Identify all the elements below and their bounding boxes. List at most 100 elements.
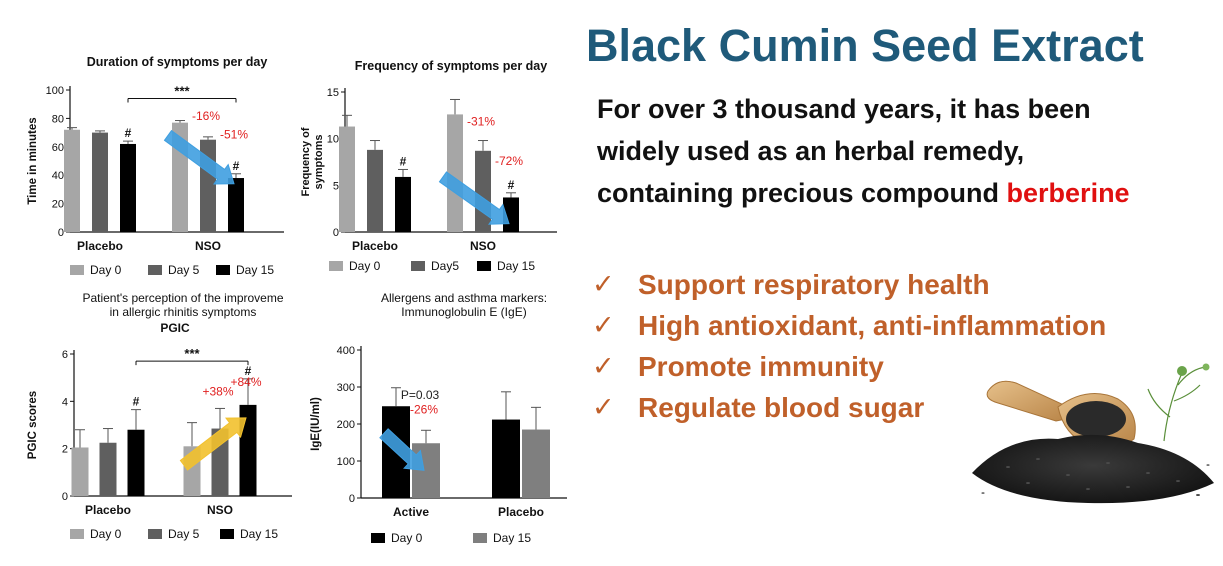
benefit-list: ✓ Support respiratory health ✓ High anti… bbox=[592, 264, 1106, 428]
check-icon: ✓ bbox=[592, 392, 615, 423]
bar bbox=[92, 132, 108, 232]
legend-swatch bbox=[148, 265, 162, 275]
significance-stars: *** bbox=[174, 84, 190, 99]
bar bbox=[120, 143, 136, 232]
chart-title: Duration of symptoms per day bbox=[87, 55, 268, 69]
y-tick-label: 40 bbox=[52, 170, 64, 182]
bar bbox=[127, 429, 145, 496]
legend-label: Day 15 bbox=[240, 527, 278, 541]
chart-title: Allergens and asthma markers: bbox=[381, 291, 547, 305]
y-tick-label: 80 bbox=[52, 113, 64, 125]
bar bbox=[492, 419, 520, 498]
chart-pgic: Patient's perception of the improvemein … bbox=[27, 291, 292, 541]
y-tick-label: 100 bbox=[46, 85, 64, 97]
trend-arrow bbox=[163, 129, 235, 185]
x-tick-label: Placebo bbox=[85, 503, 131, 517]
chart-panel-ige: Allergens and asthma markers: Immunoglobu… bbox=[305, 288, 575, 550]
legend-label: Day 15 bbox=[493, 531, 531, 545]
legend-label: Day 0 bbox=[391, 531, 423, 545]
significance-marker: # bbox=[233, 159, 240, 173]
bar bbox=[99, 442, 117, 496]
change-annotation: -16% bbox=[192, 109, 220, 123]
check-icon: ✓ bbox=[592, 351, 615, 382]
y-tick-label: 60 bbox=[52, 142, 64, 154]
chart-subtitle: PGIC bbox=[160, 321, 190, 335]
chart-duration: Duration of symptoms per day 0 20 40 60 80 100… bbox=[27, 55, 284, 277]
benefit-item: ✓ Regulate blood sugar bbox=[592, 387, 1106, 428]
y-tick-label: 100 bbox=[337, 456, 355, 468]
y-tick-label: 300 bbox=[337, 382, 355, 394]
legend-swatch bbox=[220, 529, 234, 539]
change-annotation: -72% bbox=[495, 154, 523, 168]
benefit-label: Regulate blood sugar bbox=[638, 391, 925, 423]
y-tick-label: 2 bbox=[62, 444, 68, 456]
benefit-item: ✓ Promote immunity bbox=[592, 346, 1106, 387]
legend-swatch bbox=[148, 529, 162, 539]
check-icon: ✓ bbox=[592, 310, 615, 341]
y-tick-label: 10 bbox=[327, 134, 339, 146]
chart-frequency: Frequency of symptoms per day 0 5 10 15 Frequ… bbox=[300, 59, 557, 273]
change-annotation: +38% bbox=[202, 384, 233, 398]
seed-pile bbox=[972, 434, 1214, 504]
y-tick-label: 0 bbox=[58, 227, 64, 239]
chart-panel-pgic: Patient's perception of the improveme in … bbox=[22, 288, 308, 550]
chart-title: in allergic rhinitis symptoms bbox=[110, 305, 257, 319]
legend-swatch bbox=[70, 265, 84, 275]
trend-arrow bbox=[179, 417, 247, 471]
change-annotation: -51% bbox=[220, 127, 248, 141]
slide-title: Black Cumin Seed Extract bbox=[586, 20, 1144, 71]
y-axis-label: symptoms bbox=[313, 134, 325, 189]
y-tick-label: 20 bbox=[52, 199, 64, 211]
significance-stars: *** bbox=[184, 346, 200, 361]
y-tick-label: 4 bbox=[62, 396, 68, 408]
chart-title: Immunoglobulin E (IgE) bbox=[401, 305, 526, 319]
significance-marker: # bbox=[400, 154, 407, 168]
bar bbox=[522, 429, 550, 498]
chart-title: Patient's perception of the improveme bbox=[82, 291, 283, 305]
bar bbox=[71, 447, 89, 496]
legend-swatch bbox=[216, 265, 230, 275]
y-tick-label: 6 bbox=[62, 349, 68, 361]
legend-swatch bbox=[477, 261, 491, 271]
legend-label: Day 15 bbox=[497, 259, 535, 273]
x-tick-label: NSO bbox=[207, 503, 233, 517]
bar bbox=[412, 443, 440, 498]
y-axis-label: Time in minutes bbox=[27, 117, 39, 204]
bar bbox=[395, 176, 411, 232]
bar bbox=[64, 129, 80, 232]
chart-ige: Allergens and asthma markers:Immunoglobu… bbox=[310, 291, 567, 545]
y-tick-label: 400 bbox=[337, 345, 355, 357]
legend-swatch bbox=[411, 261, 425, 271]
trend-arrow bbox=[438, 171, 510, 225]
y-axis-label: Frequency of bbox=[300, 127, 312, 196]
trend-arrow bbox=[379, 428, 425, 471]
y-tick-label: 0 bbox=[62, 491, 68, 503]
legend-label: Day 0 bbox=[349, 259, 381, 273]
bar bbox=[339, 126, 355, 232]
legend-swatch bbox=[371, 533, 385, 543]
significance-marker: # bbox=[133, 395, 140, 409]
intro-text: For over 3 thousand years, it has been w… bbox=[597, 94, 1091, 208]
plant-sprig bbox=[1147, 366, 1207, 442]
bar bbox=[367, 149, 383, 232]
benefit-label: Support respiratory health bbox=[638, 268, 990, 300]
change-annotation: -26% bbox=[410, 403, 438, 417]
scoop-handle bbox=[986, 380, 1070, 422]
benefit-item: ✓ High antioxidant, anti-inflammation bbox=[592, 305, 1106, 346]
bar bbox=[228, 178, 244, 232]
legend-label: Day 15 bbox=[236, 263, 274, 277]
intro-highlight: berberine bbox=[1006, 178, 1130, 208]
legend-label: Day 5 bbox=[168, 527, 200, 541]
y-tick-label: 15 bbox=[327, 87, 339, 99]
x-tick-label: Placebo bbox=[77, 239, 123, 253]
black-cumin-seed-image bbox=[972, 363, 1214, 504]
benefit-label: High antioxidant, anti-inflammation bbox=[638, 309, 1107, 341]
y-tick-label: 200 bbox=[337, 419, 355, 431]
benefit-label: Promote immunity bbox=[638, 350, 884, 382]
significance-marker: # bbox=[508, 178, 515, 192]
x-tick-label: Placebo bbox=[498, 505, 544, 519]
benefit-item: ✓ Support respiratory health bbox=[592, 264, 1106, 305]
legend-label: Day5 bbox=[431, 259, 459, 273]
legend-label: Day 5 bbox=[168, 263, 200, 277]
change-annotation: +84% bbox=[230, 375, 261, 389]
